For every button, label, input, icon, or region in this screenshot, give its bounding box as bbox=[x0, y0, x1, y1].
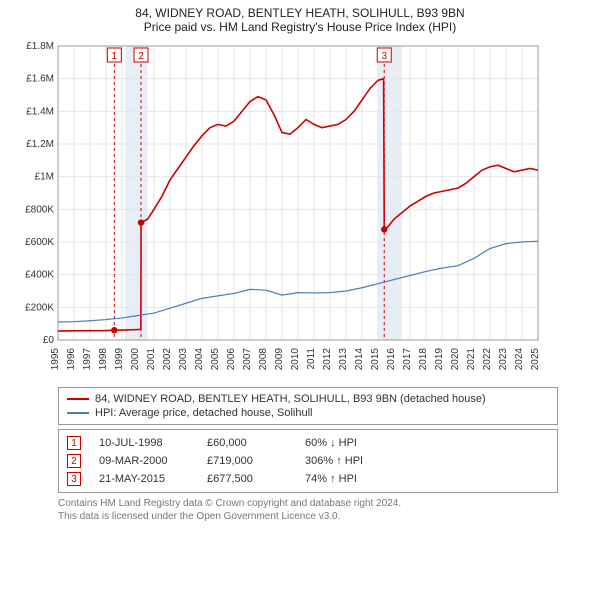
event-hpi: 60% ↓ HPI bbox=[305, 437, 395, 449]
svg-text:2016: 2016 bbox=[386, 348, 397, 371]
svg-text:£1.8M: £1.8M bbox=[26, 41, 54, 52]
event-date: 09-MAR-2000 bbox=[99, 455, 189, 467]
svg-text:£1M: £1M bbox=[35, 172, 54, 183]
footnote-line: This data is licensed under the Open Gov… bbox=[58, 510, 590, 523]
svg-text:2: 2 bbox=[138, 51, 144, 62]
svg-text:2022: 2022 bbox=[482, 348, 493, 371]
svg-text:2025: 2025 bbox=[530, 348, 541, 371]
svg-text:2000: 2000 bbox=[130, 348, 141, 371]
svg-text:3: 3 bbox=[381, 51, 387, 62]
svg-text:1998: 1998 bbox=[98, 348, 109, 371]
svg-text:1: 1 bbox=[112, 51, 118, 62]
svg-text:£1.4M: £1.4M bbox=[26, 106, 54, 117]
event-badge-icon: 1 bbox=[67, 436, 81, 450]
svg-text:1997: 1997 bbox=[82, 348, 93, 371]
svg-text:2018: 2018 bbox=[418, 348, 429, 371]
footnote-line: Contains HM Land Registry data © Crown c… bbox=[58, 497, 590, 510]
svg-text:2013: 2013 bbox=[338, 348, 349, 371]
svg-text:1999: 1999 bbox=[114, 348, 125, 371]
svg-text:2020: 2020 bbox=[450, 348, 461, 371]
svg-text:2012: 2012 bbox=[322, 348, 333, 371]
events-box: 1 10-JUL-1998 £60,000 60% ↓ HPI 2 09-MAR… bbox=[58, 429, 558, 493]
svg-text:1995: 1995 bbox=[50, 348, 61, 371]
svg-text:2011: 2011 bbox=[306, 348, 317, 370]
footnote: Contains HM Land Registry data © Crown c… bbox=[58, 497, 590, 523]
svg-text:1996: 1996 bbox=[66, 348, 77, 371]
svg-text:£400K: £400K bbox=[25, 270, 54, 281]
page-root: 84, WIDNEY ROAD, BENTLEY HEATH, SOLIHULL… bbox=[0, 0, 600, 527]
svg-text:2014: 2014 bbox=[354, 348, 365, 371]
chart-title: 84, WIDNEY ROAD, BENTLEY HEATH, SOLIHULL… bbox=[10, 6, 590, 34]
svg-text:2003: 2003 bbox=[178, 348, 189, 371]
svg-text:2005: 2005 bbox=[210, 348, 221, 371]
svg-text:2002: 2002 bbox=[162, 348, 173, 371]
svg-text:2001: 2001 bbox=[146, 348, 157, 371]
legend-item: HPI: Average price, detached house, Soli… bbox=[67, 406, 549, 420]
price-chart: £0 £200K £400K £600K £800K £1M £1.2M £1.4M £1.6M… bbox=[10, 38, 550, 378]
event-price: £60,000 bbox=[207, 437, 287, 449]
svg-text:2021: 2021 bbox=[466, 348, 477, 371]
event-date: 10-JUL-1998 bbox=[99, 437, 189, 449]
legend-label: 84, WIDNEY ROAD, BENTLEY HEATH, SOLIHULL… bbox=[95, 393, 486, 405]
svg-text:2017: 2017 bbox=[402, 348, 413, 371]
event-date: 21-MAY-2015 bbox=[99, 473, 189, 485]
event-price: £719,000 bbox=[207, 455, 287, 467]
event-hpi: 306% ↑ HPI bbox=[305, 455, 395, 467]
svg-text:2010: 2010 bbox=[290, 348, 301, 371]
event-badge-icon: 2 bbox=[67, 454, 81, 468]
svg-text:2006: 2006 bbox=[226, 348, 237, 371]
chart-area: £0 £200K £400K £600K £800K £1M £1.2M £1.4M £1.6M… bbox=[10, 38, 590, 381]
svg-text:£1.2M: £1.2M bbox=[26, 139, 54, 150]
svg-text:2007: 2007 bbox=[242, 348, 253, 371]
title-address: 84, WIDNEY ROAD, BENTLEY HEATH, SOLIHULL… bbox=[10, 6, 590, 20]
legend-swatch-icon bbox=[67, 412, 89, 414]
svg-text:2004: 2004 bbox=[194, 348, 205, 371]
event-row: 1 10-JUL-1998 £60,000 60% ↓ HPI bbox=[67, 434, 549, 452]
legend-box: 84, WIDNEY ROAD, BENTLEY HEATH, SOLIHULL… bbox=[58, 387, 558, 425]
svg-text:2008: 2008 bbox=[258, 348, 269, 371]
event-hpi: 74% ↑ HPI bbox=[305, 473, 395, 485]
legend-swatch-icon bbox=[67, 398, 89, 400]
svg-text:£800K: £800K bbox=[25, 204, 54, 215]
legend-item: 84, WIDNEY ROAD, BENTLEY HEATH, SOLIHULL… bbox=[67, 392, 549, 406]
svg-text:£1.6M: £1.6M bbox=[26, 74, 54, 85]
svg-text:£200K: £200K bbox=[25, 302, 54, 313]
svg-text:2023: 2023 bbox=[498, 348, 509, 371]
svg-text:2009: 2009 bbox=[274, 348, 285, 371]
title-subtitle: Price paid vs. HM Land Registry's House … bbox=[10, 20, 590, 34]
event-row: 3 21-MAY-2015 £677,500 74% ↑ HPI bbox=[67, 470, 549, 488]
svg-text:£0: £0 bbox=[43, 335, 55, 346]
svg-text:2015: 2015 bbox=[370, 348, 381, 371]
svg-text:2019: 2019 bbox=[434, 348, 445, 371]
svg-text:2024: 2024 bbox=[514, 348, 525, 371]
event-badge-icon: 3 bbox=[67, 472, 81, 486]
svg-text:£600K: £600K bbox=[25, 237, 54, 248]
event-price: £677,500 bbox=[207, 473, 287, 485]
event-row: 2 09-MAR-2000 £719,000 306% ↑ HPI bbox=[67, 452, 549, 470]
legend-label: HPI: Average price, detached house, Soli… bbox=[95, 407, 313, 419]
